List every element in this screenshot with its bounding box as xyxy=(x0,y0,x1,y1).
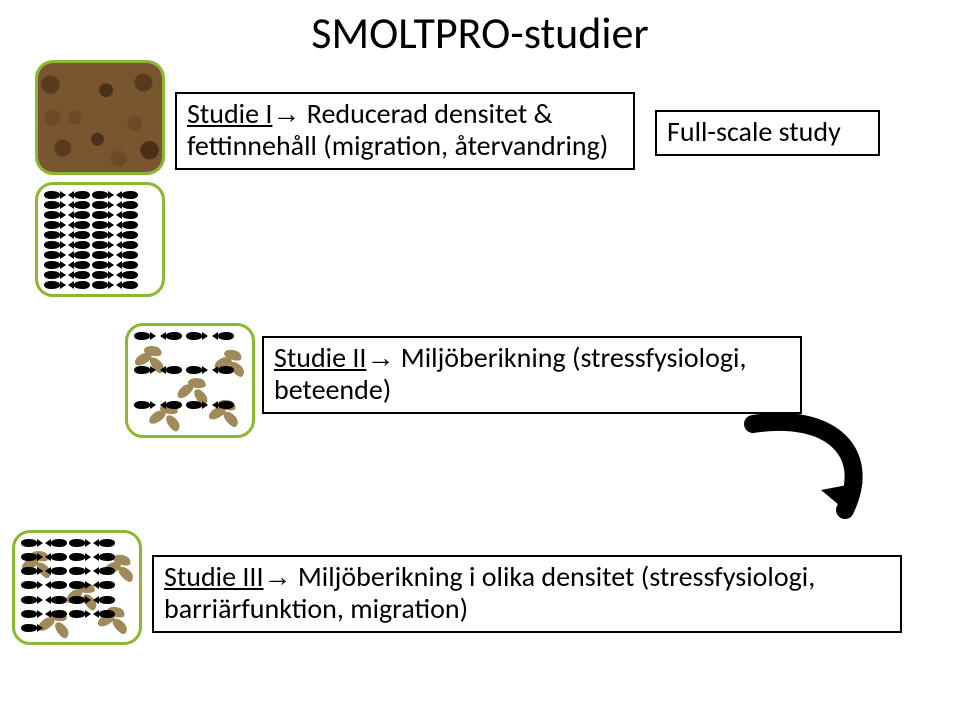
icon-box-fish-dense xyxy=(35,182,165,297)
full-scale-label: Full-scale study xyxy=(667,114,841,149)
curved-arrow-icon xyxy=(735,412,875,532)
arrow-icon: → xyxy=(366,342,394,373)
study2-label: Studie II xyxy=(274,340,366,375)
study1-box: Studie I→ Reducerad densitet & fettinneh… xyxy=(175,92,635,170)
study1-label: Studie I xyxy=(187,96,272,131)
icon-box-fish-plants xyxy=(125,323,255,438)
icon-box-fish-plants-dense xyxy=(12,530,142,645)
pellets-icon xyxy=(38,63,162,172)
study3-box: Studie III→ Miljöberikning i olika densi… xyxy=(152,555,902,633)
full-scale-box: Full-scale study xyxy=(655,110,880,156)
study3-label: Studie III xyxy=(164,559,264,594)
icon-box-pellets xyxy=(35,60,165,175)
fish-school-icon xyxy=(130,328,250,433)
fish-school-icon xyxy=(40,187,160,292)
arrow-icon: → xyxy=(272,98,300,129)
fish-school-icon xyxy=(17,535,137,640)
study2-box: Studie II→ Miljöberikning (stressfysiolo… xyxy=(262,336,802,414)
arrow-icon: → xyxy=(264,561,292,592)
page-title: SMOLTPRO-studier xyxy=(0,6,960,60)
